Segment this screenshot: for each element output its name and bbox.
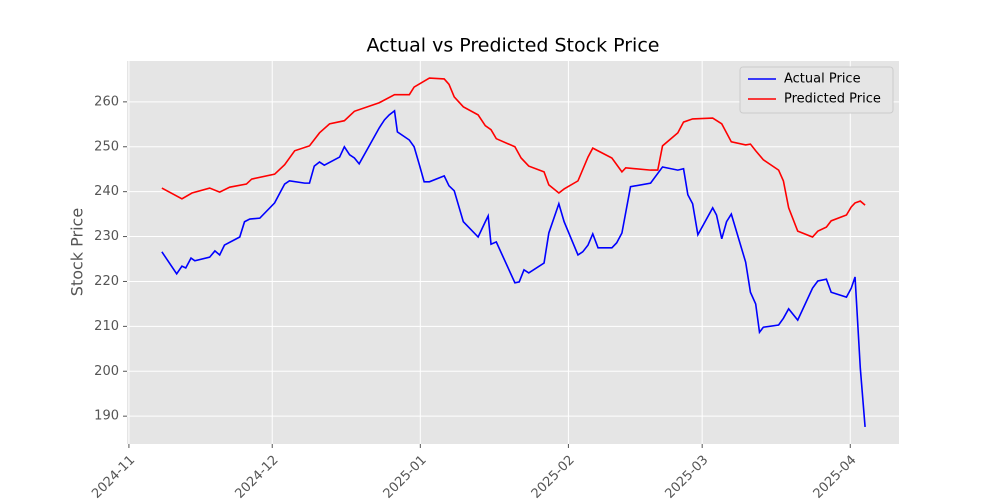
- series-line: [161, 109, 866, 428]
- y-tick-label: 230: [94, 229, 119, 244]
- chart-title: Actual vs Predicted Stock Price: [367, 35, 660, 57]
- grid: [127, 61, 899, 444]
- series-line: [161, 77, 866, 238]
- legend: Actual Price Predicted Price: [739, 66, 894, 114]
- y-tick-label: 190: [94, 409, 119, 424]
- y-tick-label: 200: [94, 364, 119, 379]
- y-axis-label: Stock Price: [68, 208, 87, 296]
- y-tick-label: 250: [94, 139, 119, 154]
- legend-label: Predicted Price: [784, 92, 881, 107]
- y-tick-label: 220: [94, 274, 119, 289]
- y-tick-label: 260: [94, 94, 119, 109]
- y-tick-label: 210: [94, 319, 119, 334]
- legend-label: Actual Price: [784, 72, 861, 87]
- plot-area: [127, 61, 899, 444]
- lines: [161, 77, 866, 428]
- legend-box: [739, 66, 894, 114]
- y-tick-label: 240: [94, 184, 119, 199]
